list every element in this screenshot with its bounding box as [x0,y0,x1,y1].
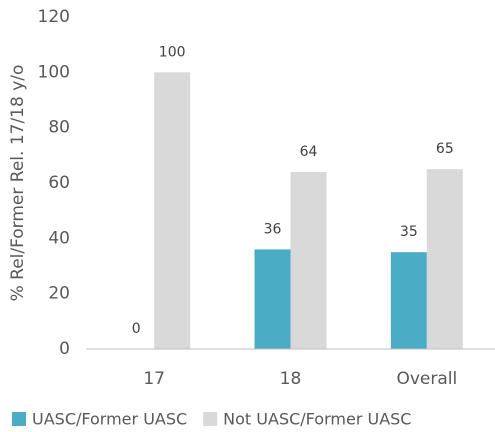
y-tick-label: 40 [48,228,70,248]
legend-label: UASC/Former UASC [32,410,187,429]
bar [254,249,291,349]
y-tick-label: 120 [38,7,70,27]
x-tick-label: Overall [396,369,457,389]
data-label: 36 [264,221,282,237]
y-tick-label: 80 [48,118,70,138]
y-tick-label: 20 [48,284,70,304]
data-label: 65 [436,141,454,157]
data-label: 35 [400,224,418,240]
x-tick-label: 18 [280,369,302,389]
bar [426,169,463,349]
x-tick-label: 17 [143,369,165,389]
y-tick-label: 0 [59,339,70,359]
y-tick-label: 60 [48,173,70,193]
data-label: 100 [159,44,186,60]
bar [154,72,191,349]
bar [390,252,427,349]
y-axis-label: % Rel/Former Rel. 17/18 y/o [8,65,28,302]
data-label: 0 [132,321,141,337]
legend-swatch [12,412,26,426]
bar [290,171,327,349]
y-tick-label: 100 [38,62,70,82]
data-label: 64 [300,144,318,160]
legend-label: Not UASC/Former UASC [223,410,411,429]
legend-swatch [203,412,218,426]
